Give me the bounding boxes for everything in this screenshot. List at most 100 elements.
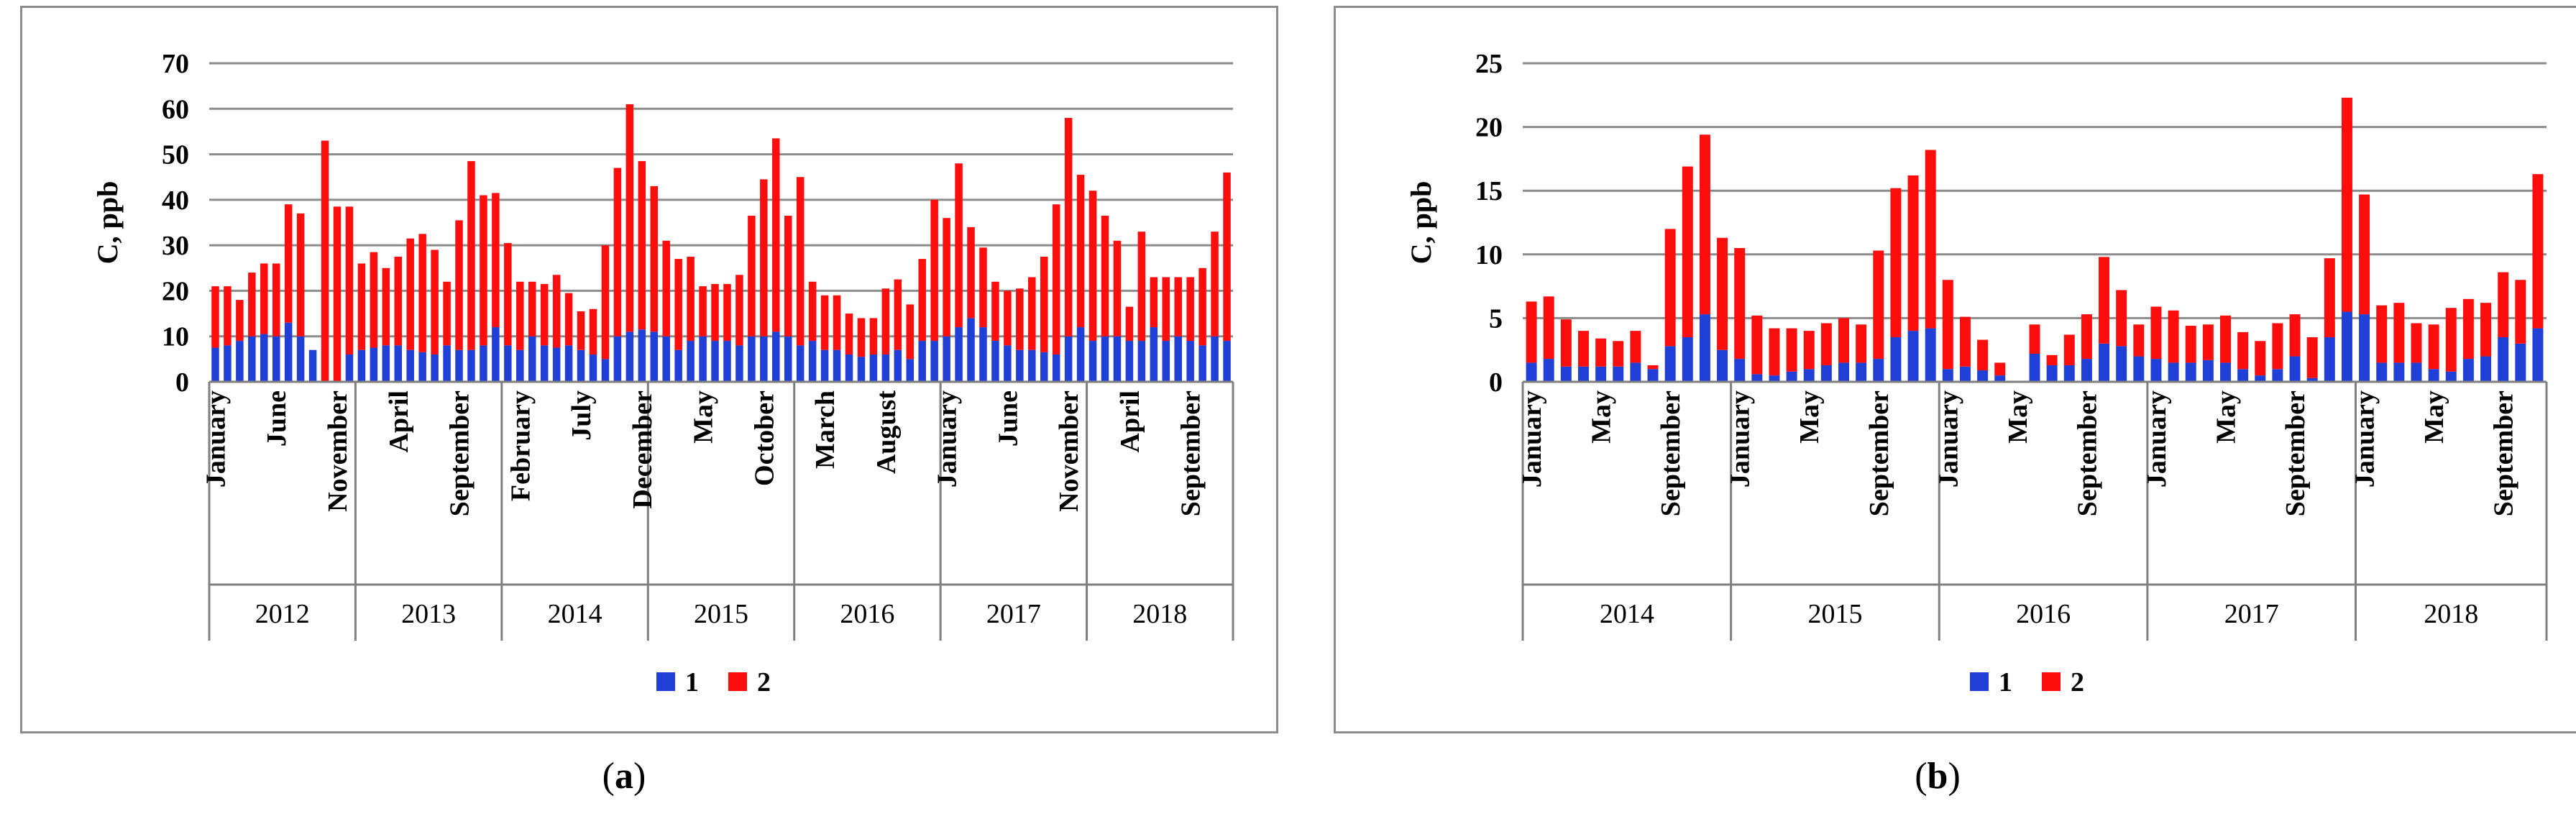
bar-series-1	[1820, 365, 1832, 382]
bar-series-2	[1613, 341, 1624, 367]
bar-series-1	[1040, 352, 1048, 382]
bar-series-2	[1040, 256, 1048, 352]
bar-series-1	[735, 345, 743, 382]
bar-series-1	[1088, 341, 1097, 382]
bar-series-1	[772, 331, 780, 382]
bar-series-2	[2324, 258, 2335, 337]
bar-series-1	[1647, 369, 1659, 382]
month-label: September	[1176, 390, 1206, 516]
month-label: May	[2211, 390, 2241, 444]
bar-series-1	[296, 336, 305, 382]
bar-series-1	[711, 341, 719, 382]
bar-series-1	[1959, 366, 1971, 382]
month-label: January	[1517, 390, 1547, 488]
bar-series-1	[1664, 346, 1676, 382]
year-label: 2017	[2224, 599, 2279, 629]
bar-series-2	[625, 104, 634, 332]
bar-series-2	[2272, 323, 2283, 370]
bar-series-2	[1803, 331, 1815, 370]
caption-b-letter: b	[1927, 756, 1948, 797]
bar-series-2	[906, 304, 915, 360]
bar-series-2	[345, 206, 354, 355]
bar-series-2	[1211, 232, 1219, 337]
year-label: 2018	[1132, 599, 1187, 629]
month-label: January	[932, 390, 963, 488]
legend-swatch-1	[1970, 672, 1989, 691]
bar-series-2	[394, 256, 403, 346]
month-label: September	[2072, 390, 2102, 516]
bar-series-2	[1664, 229, 1676, 347]
bar-series-1	[467, 349, 475, 382]
bar-series-1	[2462, 359, 2474, 382]
bar-series-2	[943, 218, 950, 337]
bar-series-2	[918, 259, 926, 342]
month-label: November	[323, 390, 353, 512]
y-tick-label: 5	[1489, 303, 1503, 334]
bar-series-2	[1699, 134, 1710, 315]
bar-series-1	[869, 354, 878, 382]
bar-series-2	[1907, 175, 1919, 331]
bar-series-1	[431, 354, 439, 382]
y-tick-label: 25	[1475, 49, 1503, 79]
bar-series-2	[1942, 280, 1953, 370]
bar-series-1	[967, 318, 975, 382]
month-label: June	[262, 390, 292, 447]
bar-series-1	[930, 341, 938, 382]
bar-series-1	[2393, 362, 2405, 382]
bar-series-2	[540, 283, 549, 346]
bar-series-2	[1137, 232, 1146, 342]
bar-series-2	[1101, 216, 1109, 337]
bar-series-2	[1004, 290, 1012, 346]
bar-series-1	[2133, 356, 2145, 382]
year-label: 2012	[255, 599, 310, 629]
bar-series-1	[2498, 337, 2509, 382]
bar-series-2	[382, 267, 390, 346]
bar-series-2	[601, 245, 610, 360]
bar-series-1	[528, 336, 536, 382]
y-tick-label: 50	[162, 140, 189, 170]
bar-series-1	[601, 359, 610, 382]
bar-series-2	[845, 314, 853, 355]
bar-series-2	[613, 168, 622, 337]
year-label: 2015	[694, 599, 748, 629]
bar-series-2	[894, 279, 902, 350]
month-label: July	[567, 390, 597, 441]
bar-series-2	[1838, 318, 1849, 363]
bar-series-2	[881, 288, 890, 355]
bar-series-2	[2133, 324, 2145, 357]
bar-series-1	[2376, 362, 2388, 382]
bar-series-2	[711, 283, 719, 342]
bar-series-2	[869, 318, 878, 355]
bar-series-2	[808, 281, 817, 342]
bar-series-1	[552, 347, 561, 382]
bar-series-1	[2185, 362, 2196, 382]
bar-series-2	[431, 250, 439, 355]
legend-swatch-2	[2042, 672, 2061, 691]
bar-series-2	[748, 216, 756, 337]
bar-series-1	[1595, 366, 1607, 382]
bar-series-1	[564, 345, 573, 382]
bar-series-1	[820, 349, 829, 382]
bar-series-1	[418, 352, 426, 382]
y-tick-label: 70	[162, 49, 189, 79]
bar-series-2	[687, 256, 695, 342]
bar-series-1	[357, 349, 366, 382]
bar-series-2	[1125, 306, 1134, 342]
bar-series-2	[2341, 97, 2352, 312]
month-label: January	[1933, 390, 1963, 488]
bar-series-1	[833, 349, 841, 382]
bar-series-1	[272, 336, 280, 382]
bar-series-1	[1223, 341, 1231, 382]
bar-series-1	[2515, 343, 2526, 382]
year-label: 2018	[2424, 599, 2478, 629]
legend-swatch-2	[728, 672, 747, 691]
bar-series-2	[2220, 315, 2231, 363]
bar-series-1	[1076, 327, 1085, 382]
bar-series-2	[1113, 240, 1122, 337]
bar-series-2	[820, 295, 829, 350]
bar-series-2	[504, 242, 512, 346]
bar-series-1	[955, 327, 963, 382]
bar-series-1	[1907, 331, 1919, 382]
bar-series-2	[418, 234, 426, 352]
bar-series-1	[1577, 366, 1589, 382]
